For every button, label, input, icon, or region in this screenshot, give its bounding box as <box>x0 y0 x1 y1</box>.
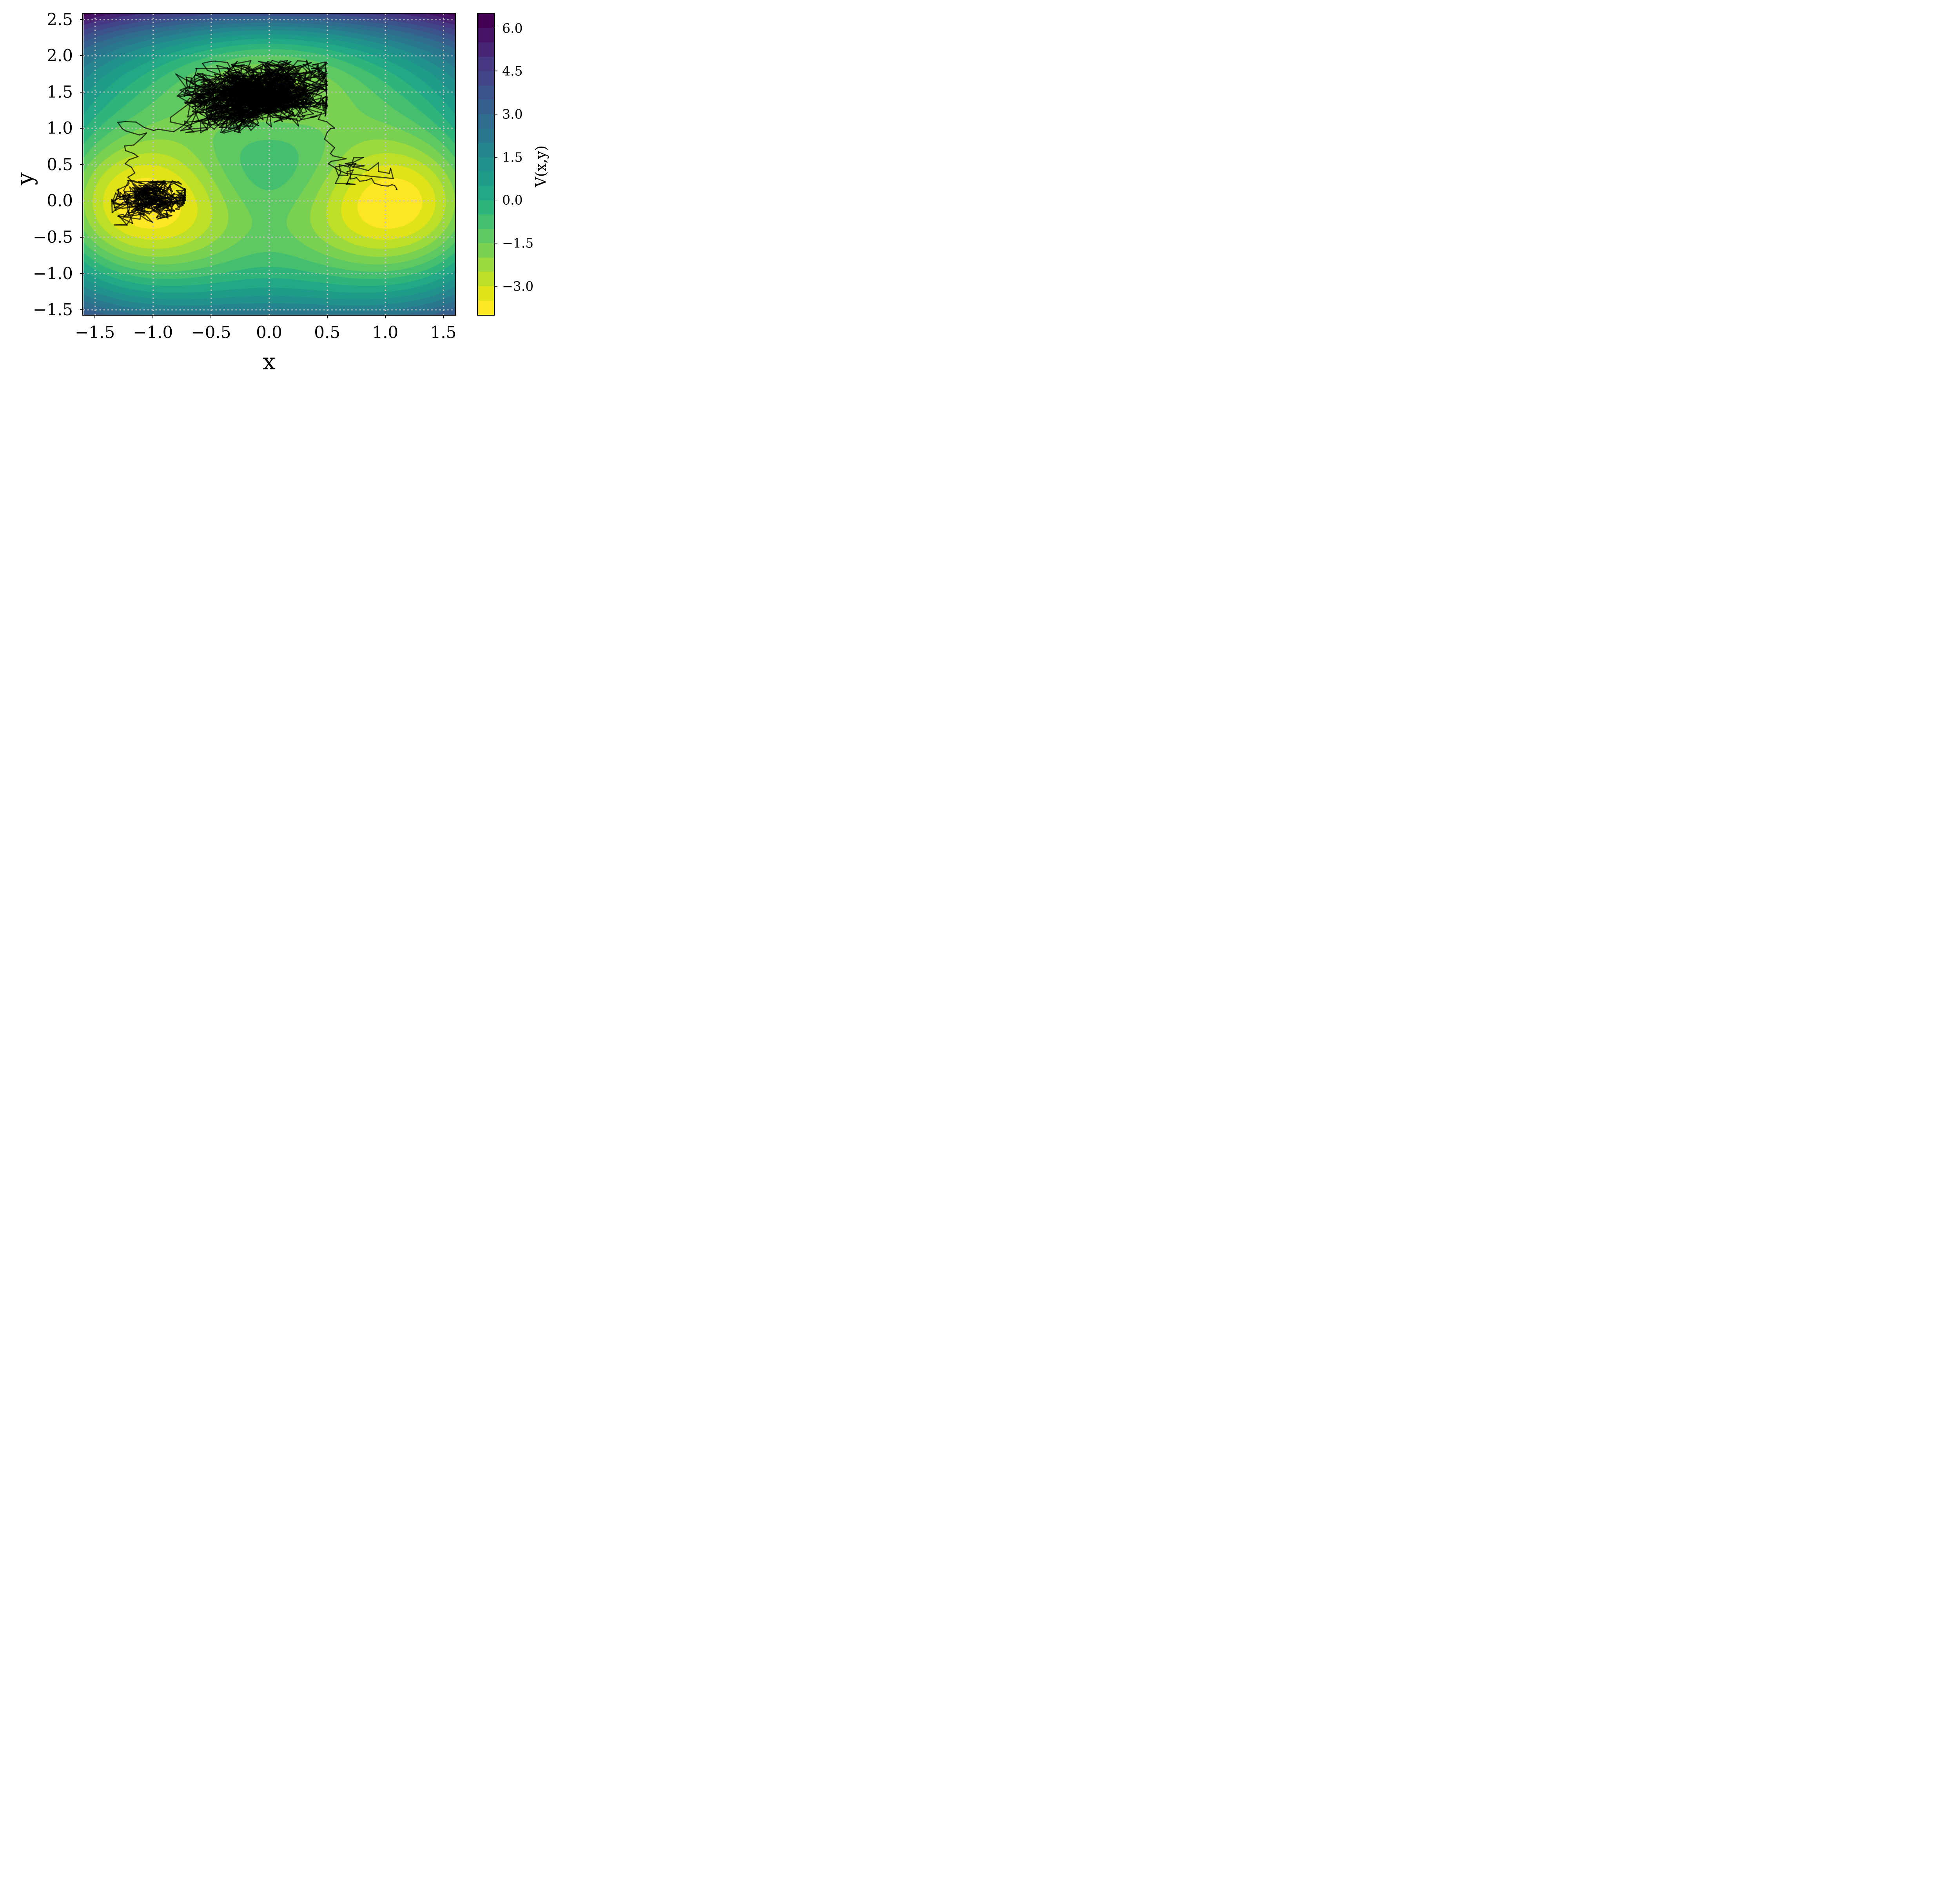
x-tick-label: −1.5 <box>75 323 115 342</box>
x-tick-mark <box>327 315 328 318</box>
colorbar-band <box>478 28 494 43</box>
colorbar-tick-label: −3.0 <box>502 278 534 294</box>
x-tick-mark <box>269 315 270 318</box>
colorbar-tick-mark <box>494 285 497 287</box>
y-tick-label: 2.0 <box>47 46 73 65</box>
colorbar-label: V(x,y) <box>533 145 549 187</box>
colorbar-band <box>478 229 494 243</box>
y-tick-mark <box>80 55 83 56</box>
y-tick-mark <box>80 273 83 274</box>
colorbar-band <box>478 56 494 71</box>
colorbar-band <box>478 185 494 200</box>
colorbar-band <box>478 85 494 100</box>
y-axis-label: y <box>11 172 38 185</box>
x-tick-label: 1.0 <box>372 323 399 342</box>
colorbar-tick-label: 1.5 <box>502 149 523 165</box>
y-tick-mark <box>80 237 83 238</box>
colorbar <box>478 14 494 315</box>
y-tick-mark <box>80 19 83 20</box>
x-tick-label: −0.5 <box>191 323 231 342</box>
colorbar-band <box>478 114 494 129</box>
colorbar-band <box>478 300 494 315</box>
y-tick-mark <box>80 200 83 202</box>
y-tick-label: −1.0 <box>33 263 73 283</box>
colorbar-band <box>478 42 494 57</box>
colorbar-tick-mark <box>494 27 497 29</box>
y-tick-mark <box>80 309 83 310</box>
colorbar-tick-label: 6.0 <box>502 20 523 36</box>
colorbar-band <box>478 272 494 286</box>
colorbar-tick-label: 0.0 <box>502 192 523 208</box>
colorbar-band <box>478 257 494 272</box>
colorbar-band <box>478 100 494 114</box>
y-tick-label: 2.5 <box>47 9 73 29</box>
y-tick-label: 0.5 <box>47 154 73 174</box>
y-tick-label: 1.5 <box>47 82 73 102</box>
x-tick-mark <box>443 315 444 318</box>
colorbar-band <box>478 171 494 186</box>
x-tick-mark <box>152 315 154 318</box>
y-tick-mark <box>80 164 83 165</box>
x-tick-label: 0.0 <box>256 323 282 342</box>
colorbar-tick-mark <box>494 200 497 201</box>
figure: −1.5 −1.0 −0.5 0.0 0.5 1.0 1.5 2.5 2.0 1.5 1.0 0.5… <box>0 0 564 376</box>
y-tick-mark <box>80 128 83 129</box>
contour-plot-canvas <box>83 14 455 315</box>
colorbar-tick-label: 4.5 <box>502 63 523 79</box>
colorbar-band <box>478 200 494 215</box>
y-tick-label: 1.0 <box>47 118 73 138</box>
y-tick-label: −0.5 <box>33 227 73 247</box>
colorbar-band <box>478 157 494 172</box>
colorbar-band <box>478 71 494 85</box>
colorbar-tick-label: −1.5 <box>502 235 534 251</box>
colorbar-band <box>478 143 494 157</box>
x-tick-mark <box>385 315 386 318</box>
y-tick-label: 0.0 <box>47 191 73 211</box>
colorbar-band <box>478 128 494 143</box>
colorbar-band <box>478 214 494 229</box>
y-tick-label: −1.5 <box>33 300 73 320</box>
x-tick-mark <box>94 315 96 318</box>
y-tick-mark <box>80 91 83 93</box>
colorbar-band <box>478 243 494 258</box>
colorbar-tick-mark <box>494 156 497 158</box>
colorbar-tick-label: 3.0 <box>502 106 523 122</box>
x-axis-label: x <box>263 348 276 375</box>
x-tick-label: 0.5 <box>314 323 341 342</box>
x-tick-label: −1.0 <box>133 323 173 342</box>
colorbar-band <box>478 14 494 28</box>
x-tick-label: 1.5 <box>430 323 457 342</box>
colorbar-band <box>478 286 494 301</box>
